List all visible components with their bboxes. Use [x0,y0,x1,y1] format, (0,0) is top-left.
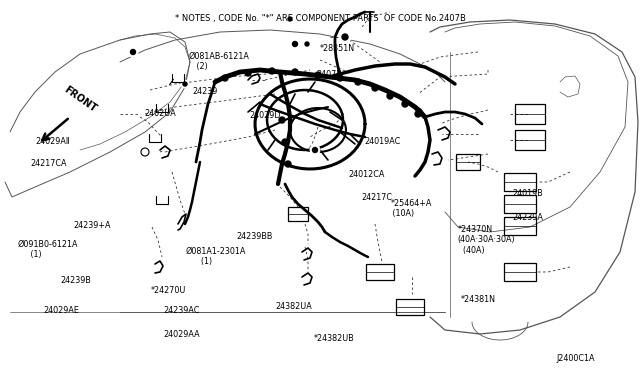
Circle shape [282,139,288,145]
Bar [504,195,536,213]
Bar [504,173,536,191]
Text: 24029AA: 24029AA [163,330,200,339]
Text: Ø081AB-6121A
   (2): Ø081AB-6121A (2) [189,52,250,71]
Circle shape [402,101,408,107]
Text: 24029AⅡ: 24029AⅡ [35,137,70,146]
Circle shape [337,75,343,81]
Bar [288,207,308,221]
Circle shape [181,80,189,88]
Text: *24381N: *24381N [461,295,496,304]
Circle shape [279,117,285,123]
Text: FRONT: FRONT [62,84,99,114]
Text: 24019B: 24019B [512,189,543,198]
Circle shape [339,31,351,43]
Text: 2407B: 2407B [317,70,342,79]
Text: 24217CA: 24217CA [31,159,67,168]
Circle shape [292,69,298,75]
Text: 24239BB: 24239BB [237,232,273,241]
Text: 24239A: 24239A [512,213,543,222]
Bar [456,154,480,170]
Circle shape [312,148,317,153]
Circle shape [269,68,275,74]
Bar [515,130,545,150]
Text: 24029AE: 24029AE [44,306,79,315]
Text: 24019AC: 24019AC [365,137,401,146]
Circle shape [310,145,320,155]
Circle shape [355,79,361,85]
Text: *28351N: *28351N [320,44,355,53]
Circle shape [342,34,348,40]
Bar [396,299,424,315]
Text: *24370N
(40A·30A·30A)
  (40A): *24370N (40A·30A·30A) (40A) [458,225,515,255]
Text: 24239AC: 24239AC [163,306,200,315]
Circle shape [315,72,321,78]
Circle shape [387,93,393,99]
Text: 24239B: 24239B [61,276,92,285]
Circle shape [286,15,294,23]
Text: 24029D: 24029D [250,111,281,120]
Text: 24217C: 24217C [362,193,392,202]
Text: *25464+A
 (10A): *25464+A (10A) [390,199,432,218]
Circle shape [183,82,187,86]
Circle shape [290,39,300,49]
Text: *24382UB: *24382UB [314,334,355,343]
Text: Ø081A1-2301A
      (1): Ø081A1-2301A (1) [186,247,246,266]
Circle shape [128,47,138,57]
Text: Ø091B0-6121A
     (1): Ø091B0-6121A (1) [18,240,79,259]
Circle shape [305,42,309,46]
Text: 24239: 24239 [192,87,218,96]
Bar [504,217,536,235]
Circle shape [222,75,228,81]
Bar [366,264,394,280]
Text: * NOTES , CODE No. "*" ARE COMPONENT PARTS  OF CODE No.2407B: * NOTES , CODE No. "*" ARE COMPONENT PAR… [175,14,465,23]
Circle shape [303,40,311,48]
Text: J2400C1A: J2400C1A [557,355,595,363]
Circle shape [245,70,251,76]
Circle shape [288,17,292,21]
Text: *24270U: *24270U [150,286,186,295]
Circle shape [372,85,378,91]
Circle shape [131,49,136,55]
Bar [515,104,545,124]
Circle shape [415,111,421,117]
Text: 24012CA: 24012CA [349,170,385,179]
Circle shape [285,161,291,167]
Bar [504,263,536,281]
Text: 2402UA: 2402UA [144,109,176,118]
Circle shape [292,42,298,46]
Text: 24239+A: 24239+A [74,221,111,230]
Text: 24382UA: 24382UA [275,302,312,311]
